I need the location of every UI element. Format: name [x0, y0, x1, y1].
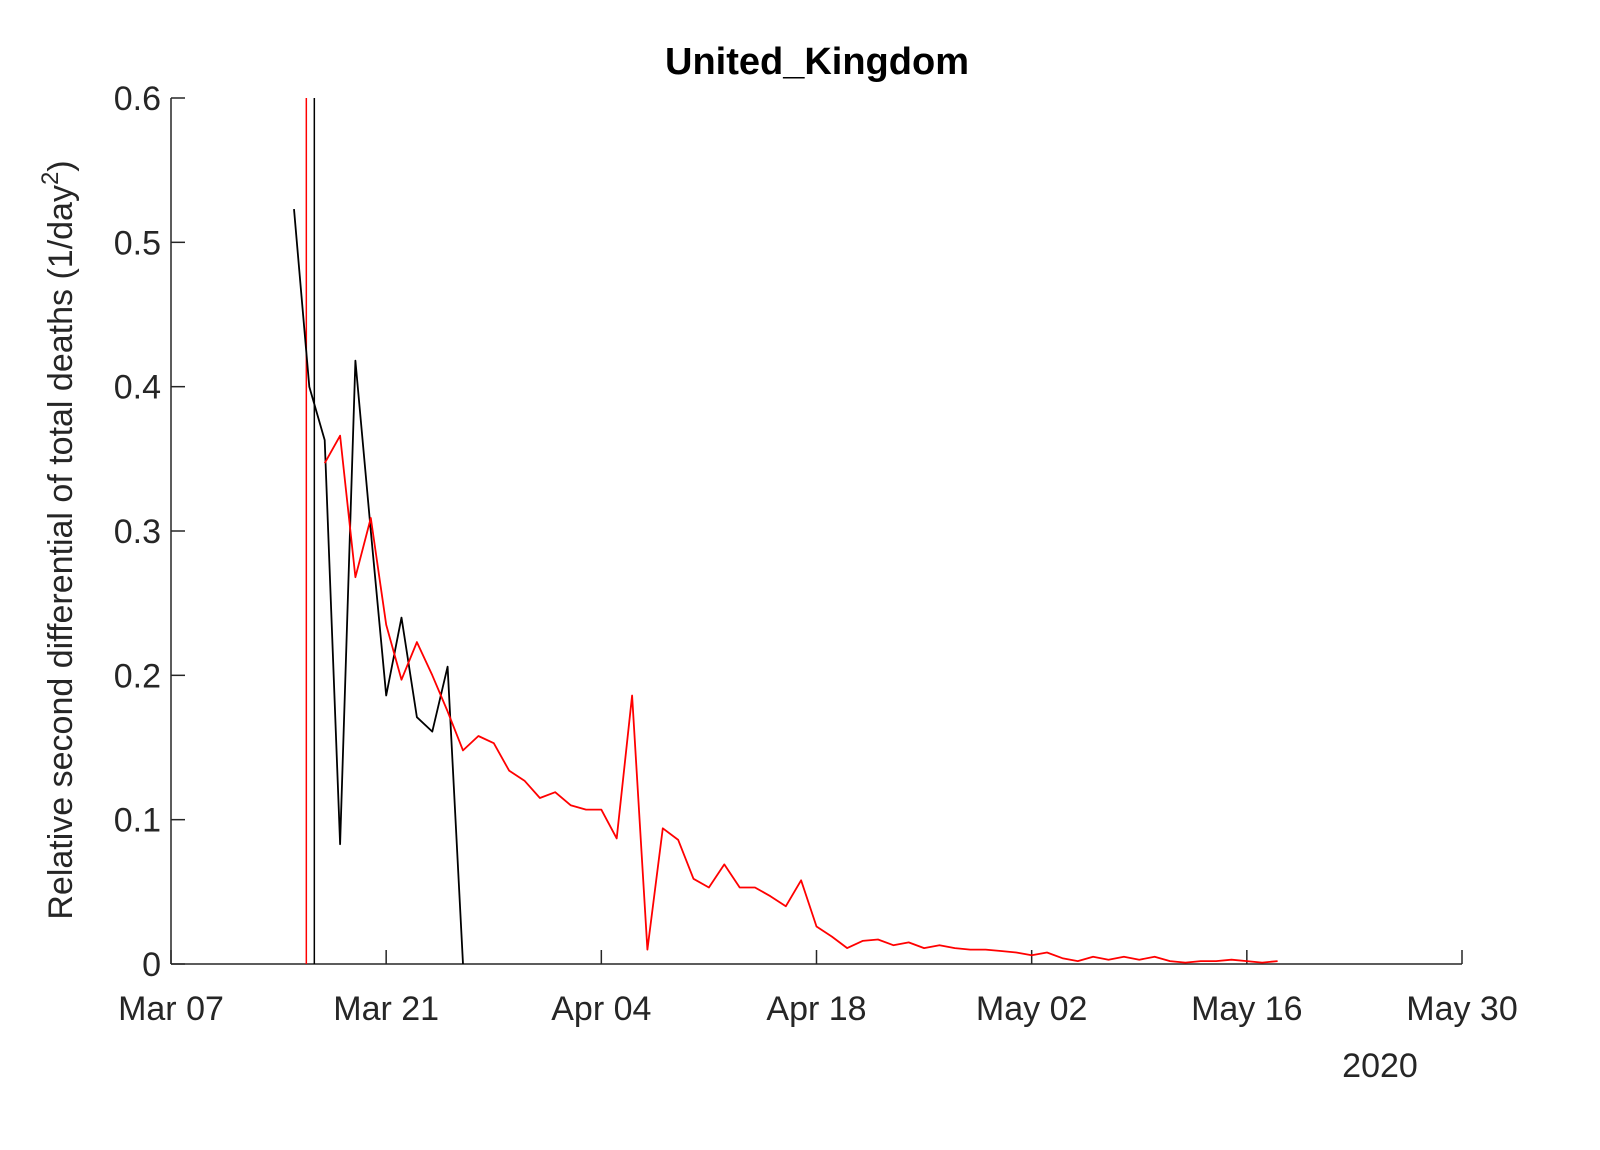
y-tick-label: 0.5 [114, 224, 161, 262]
x-tick-label: Mar 21 [333, 990, 439, 1028]
y-axis-label-exponent: 2 [37, 172, 64, 185]
vertical-markers [305, 98, 316, 964]
y-tick-label: 0.3 [114, 513, 161, 551]
x-axis-year-label: 2020 [1342, 1047, 1418, 1085]
x-tick-label: Apr 18 [766, 990, 866, 1028]
x-tick-label: May 02 [976, 990, 1088, 1028]
y-tick-label: 0.4 [114, 369, 161, 407]
x-tick-label: May 16 [1191, 990, 1303, 1028]
x-tick-label: Apr 04 [551, 990, 651, 1028]
series-layer [293, 209, 1278, 965]
y-axis-label-main: Relative second differential of total de… [42, 185, 80, 920]
svg-text:Relative second differential o: Relative second differential of total de… [37, 160, 80, 919]
y-tick-label: 0.6 [114, 80, 161, 118]
series-line-red [323, 434, 1278, 964]
y-tick-label: 0.2 [114, 657, 161, 695]
y-tick-label: 0.1 [114, 802, 161, 840]
y-axis: 0 0.1 0.2 0.3 0.4 0.5 0.6 [114, 80, 185, 984]
x-axis: Mar 07 Mar 21 Apr 04 Apr 18 May 02 May 16 May … [118, 950, 1518, 1028]
series-line-black [293, 209, 464, 965]
x-tick-label: May 30 [1406, 990, 1518, 1028]
x-tick-label: Mar 07 [118, 990, 224, 1028]
chart-title: United_Kingdom [665, 41, 969, 83]
y-axis-label: Relative second differential of total de… [37, 160, 80, 919]
y-tick-label: 0 [142, 946, 161, 984]
y-axis-label-close: ) [42, 160, 80, 171]
